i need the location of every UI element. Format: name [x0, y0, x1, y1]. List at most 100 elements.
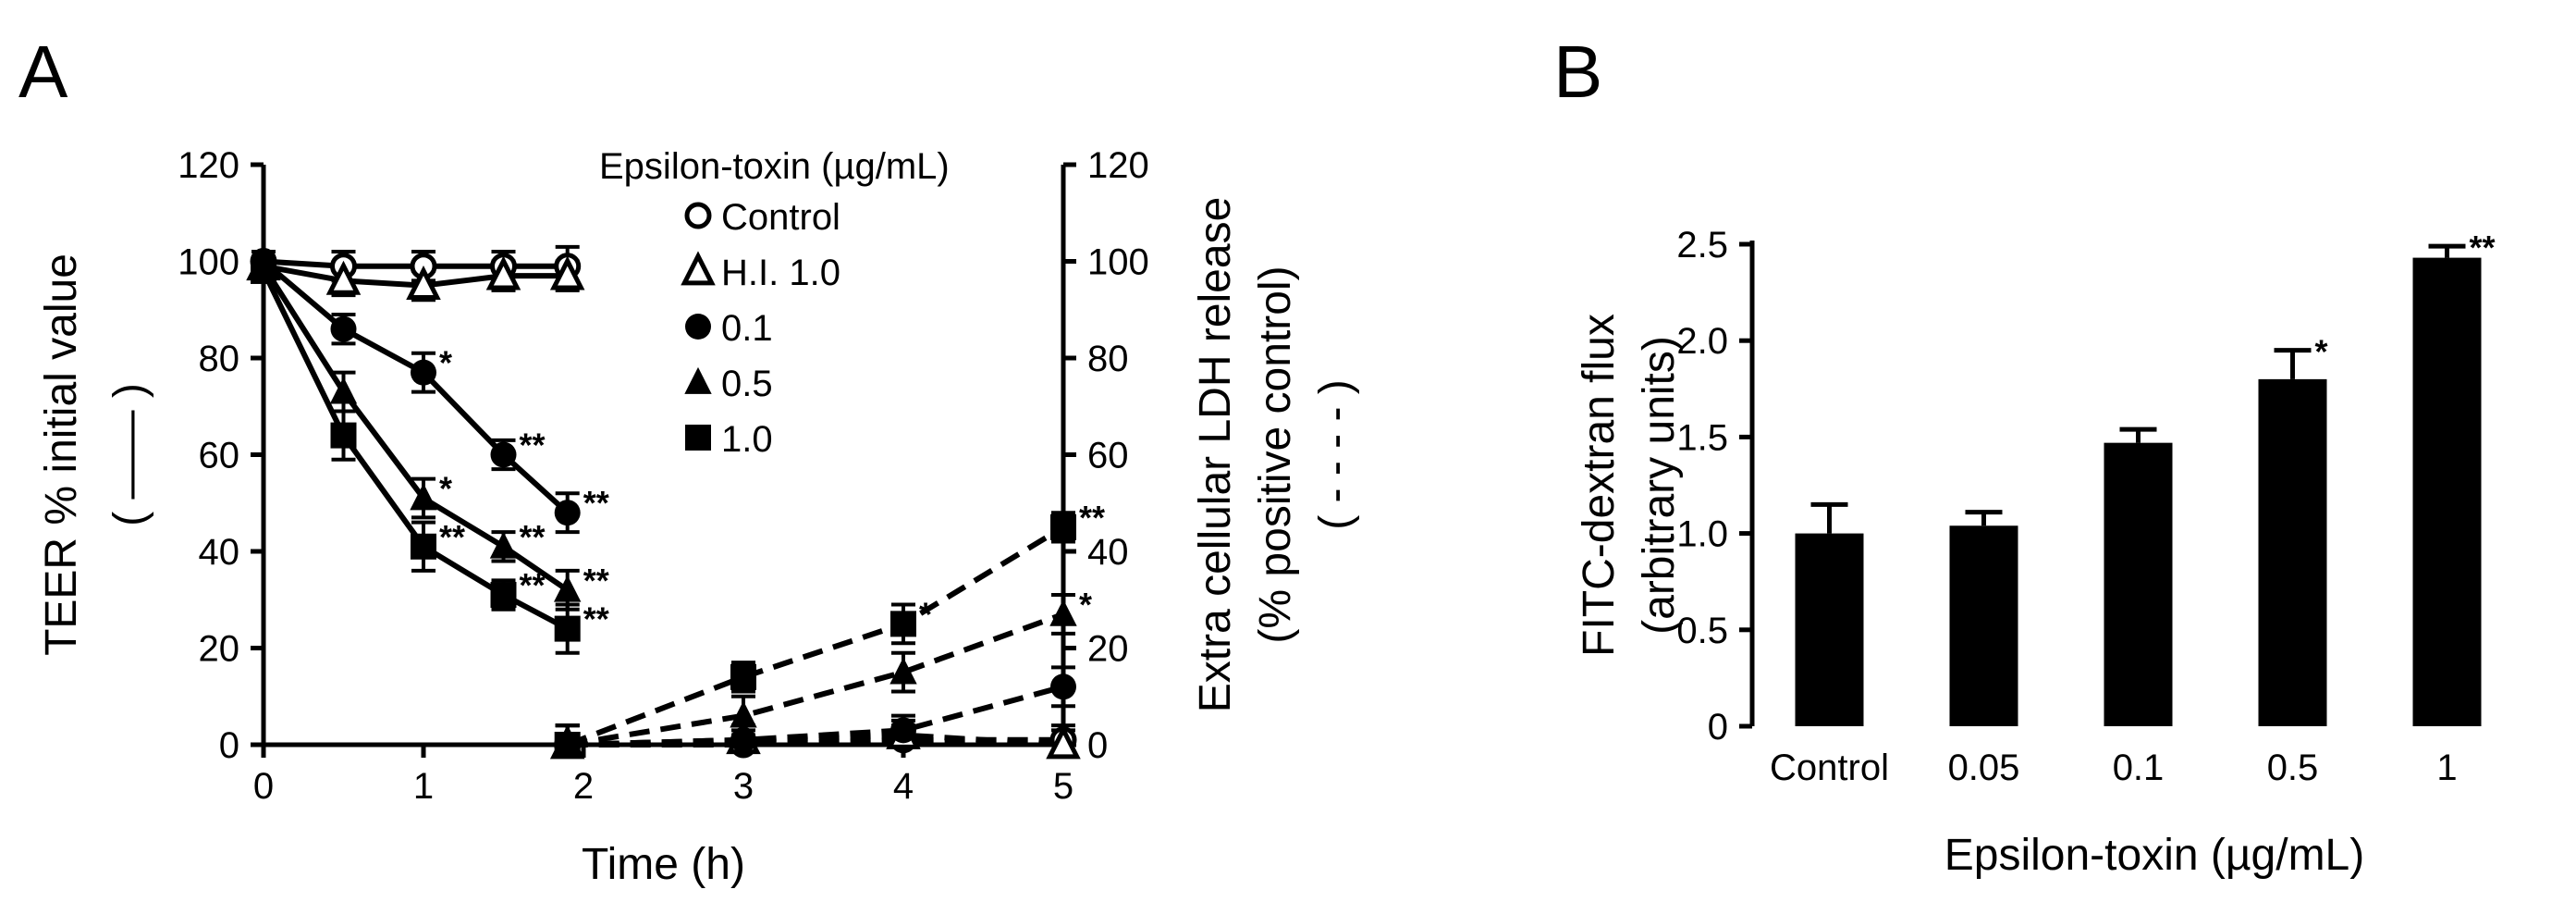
significance-mark: ** — [1079, 499, 1105, 537]
teer-point — [410, 483, 437, 511]
teer-point — [330, 422, 357, 449]
x-axis-title: Time (h) — [582, 840, 745, 889]
ldh-point — [1050, 513, 1076, 540]
panel-a-letter: A — [18, 31, 68, 113]
category-label: 1 — [2436, 748, 2457, 788]
teer-point — [549, 255, 585, 290]
y-left-tick-label: 100 — [178, 242, 239, 283]
y-axis-right-title-line1: Extra cellular LDH release — [1191, 197, 1240, 713]
significance-mark: ** — [2470, 229, 2496, 266]
ldh-line-0-5 — [567, 612, 1065, 748]
legend-marker — [684, 366, 712, 394]
significance-mark: ** — [583, 484, 609, 522]
significance-mark: * — [919, 595, 932, 633]
category-label: Control — [1770, 748, 1889, 788]
significance-mark: ** — [520, 518, 546, 556]
y-right-tick-label: 60 — [1087, 436, 1129, 476]
teer-point — [329, 377, 358, 404]
teer-point — [490, 582, 517, 609]
bar-0-5 — [2258, 378, 2327, 726]
y-left-tick-label: 60 — [199, 436, 240, 476]
ldh-line-1-0 — [566, 525, 1065, 748]
y-axis-left-title: TEER % initial value — [37, 253, 86, 656]
y-tick-label: 2.5 — [1676, 225, 1728, 266]
x-axis-title: Epsilon-toxin (µg/mL) — [1944, 831, 2364, 880]
y-right-tick-label: 40 — [1087, 532, 1129, 573]
legend-marker — [685, 314, 711, 340]
y-tick-label: 0.5 — [1676, 611, 1728, 651]
x-tick-label: 2 — [573, 766, 594, 807]
ldh-point — [730, 726, 756, 753]
y-tick-label: 2.0 — [1676, 321, 1728, 362]
significance-mark: ** — [583, 562, 609, 599]
x-tick-label: 3 — [733, 766, 754, 807]
y-right-tick-label: 0 — [1087, 725, 1108, 766]
significance-mark: ** — [520, 426, 546, 464]
panel-b-chart: 0 0.5 1.0 1.5 2.0 2.5 Control 0.05 0.1 * 0.5 ** 1 Eps… — [1575, 225, 2496, 880]
legend-label: 1.0 — [721, 419, 773, 460]
ldh-point — [890, 611, 916, 637]
category-label: 0.05 — [1948, 748, 2020, 788]
y-axis-right-symbol: ( - - - - ) — [1311, 379, 1360, 530]
legend-title: Epsilon-toxin (µg/mL) — [599, 146, 950, 187]
legend-marker — [685, 425, 711, 451]
significance-mark: ** — [583, 600, 609, 638]
category-label: 0.5 — [2267, 748, 2319, 788]
ldh-point — [1050, 673, 1076, 700]
teer-point — [251, 257, 276, 284]
significance-mark: * — [2315, 333, 2328, 371]
significance-mark: ** — [520, 566, 546, 604]
teer-point — [406, 265, 441, 301]
legend-marker — [681, 251, 716, 286]
y-axis-right-title-line2: (% positive control) — [1251, 266, 1300, 643]
ldh-point — [1049, 599, 1077, 626]
teer-point — [411, 533, 436, 560]
teer-point — [325, 260, 362, 295]
teer-point — [554, 575, 582, 602]
x-tick-label: 0 — [253, 766, 274, 807]
y-tick-label: 0 — [1708, 707, 1728, 748]
y-right-tick-label: 120 — [1087, 145, 1149, 186]
legend-label: H.I. 1.0 — [721, 253, 840, 293]
ldh-point — [1046, 724, 1081, 760]
x-tick-label: 5 — [1053, 766, 1073, 807]
bar-0-05 — [1949, 525, 2018, 726]
bar-0-1 — [2104, 442, 2173, 726]
y-left-tick-label: 120 — [178, 145, 239, 186]
y-right-tick-label: 20 — [1087, 629, 1129, 670]
panel-a-chart: 0 20 40 60 80 100 120 0 20 40 60 80 100 120 0 1 2 3 4 5 Time… — [37, 145, 1360, 889]
x-tick-label: 4 — [893, 766, 914, 807]
teer-point — [554, 615, 581, 642]
significance-mark: ** — [439, 518, 465, 556]
y-right-tick-label: 80 — [1087, 339, 1129, 379]
ldh-point — [730, 663, 756, 690]
teer-point — [411, 359, 436, 386]
x-tick-label: 1 — [413, 766, 434, 807]
teer-point — [490, 441, 517, 468]
y-left-tick-label: 0 — [219, 725, 239, 766]
legend-label: Control — [721, 197, 840, 238]
bar-1 — [2412, 257, 2482, 726]
y-axis-left-symbol: ( —— ) — [105, 383, 154, 526]
significance-mark: * — [439, 470, 452, 508]
y-left-tick-label: 40 — [199, 532, 240, 573]
y-axis-title-line1: FITC-dextran flux — [1575, 314, 1624, 657]
teer-point — [485, 255, 521, 290]
y-left-tick-label: 20 — [199, 629, 240, 670]
ldh-point — [890, 717, 916, 744]
y-tick-label: 1.0 — [1676, 514, 1728, 555]
y-right-tick-label: 100 — [1087, 242, 1149, 283]
category-label: 0.1 — [2113, 748, 2165, 788]
legend-label: 0.5 — [721, 364, 773, 404]
bar-control — [1795, 533, 1864, 726]
significance-mark: * — [1079, 586, 1092, 624]
panel-b-letter: B — [1553, 31, 1602, 113]
teer-point — [330, 315, 357, 342]
legend-marker — [684, 202, 712, 229]
teer-point — [489, 531, 518, 559]
ldh-point — [889, 657, 917, 685]
ldh-point — [730, 700, 757, 728]
legend-label: 0.1 — [721, 308, 773, 349]
y-left-tick-label: 80 — [199, 339, 240, 379]
